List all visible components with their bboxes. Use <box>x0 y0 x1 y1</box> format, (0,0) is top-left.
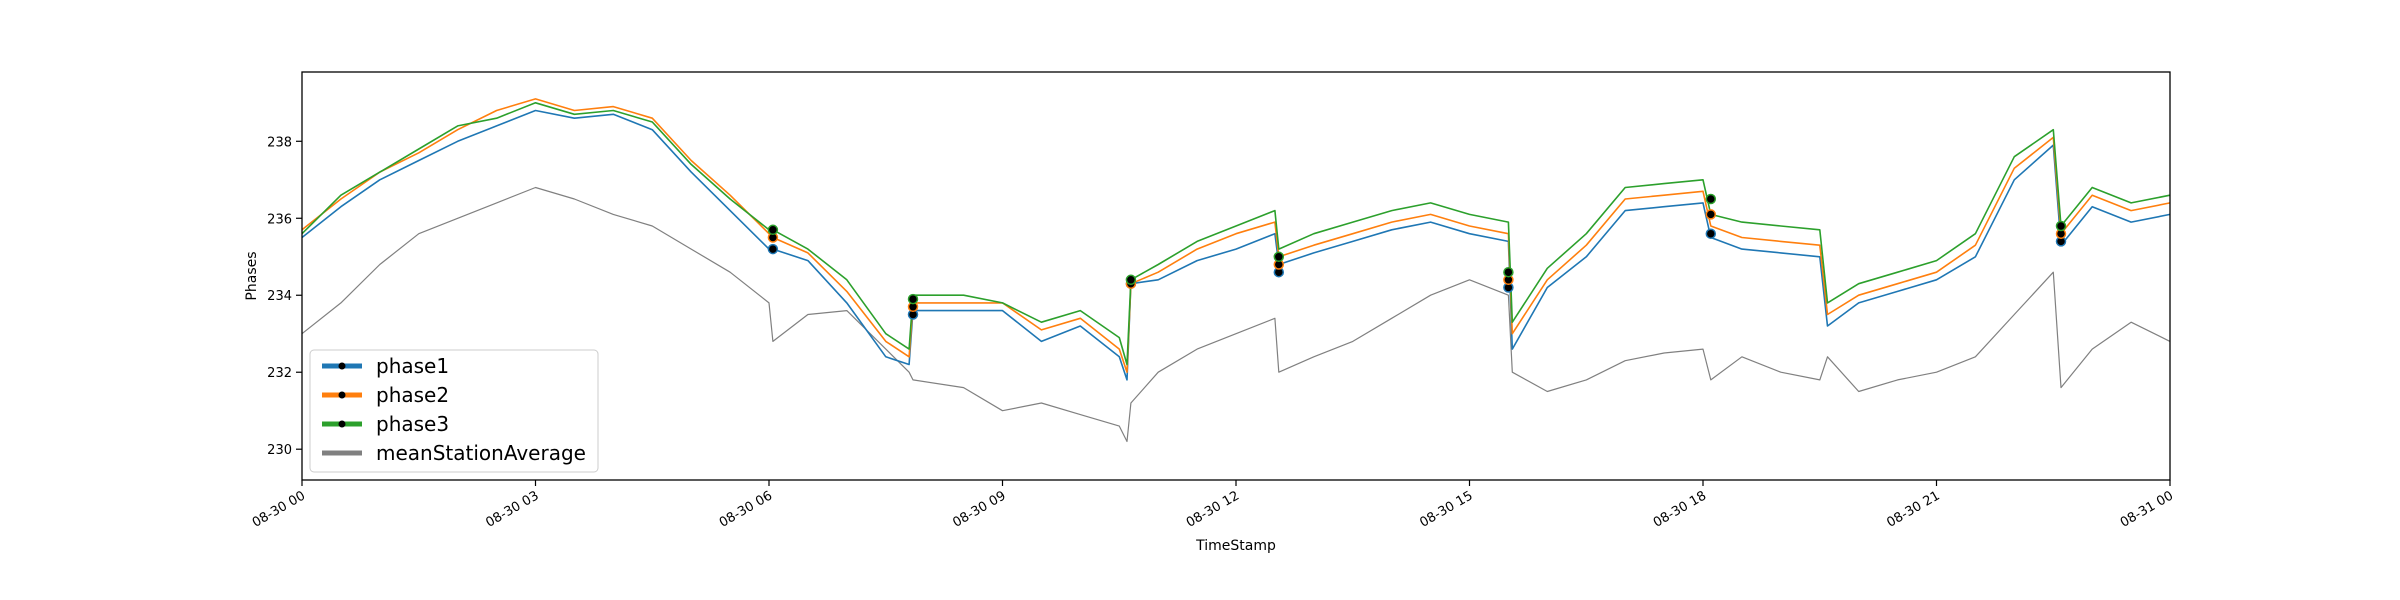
series-line-phase1 <box>301 109 2171 381</box>
step-marker-phase3-1 <box>907 293 919 305</box>
x-tick-label: 08-30 09 <box>950 488 1008 530</box>
x-tick-label: 08-31 00 <box>2118 488 2176 530</box>
legend: phase1 phase2 phase3 meanStationAverage <box>309 349 599 473</box>
x-tick-label: 08-30 00 <box>250 488 308 530</box>
x-tick-label: 08-30 12 <box>1184 488 1242 530</box>
series-layer <box>301 98 2171 443</box>
step-marker-phase2-5 <box>1705 209 1717 220</box>
step-marker-phase3-2 <box>1125 274 1137 286</box>
step-marker-phase3-6 <box>2055 220 2067 232</box>
step-marker-phase3-0 <box>767 224 779 236</box>
legend-label-phase3: phase3 <box>376 412 449 436</box>
y-tick-label: 236 <box>267 212 292 227</box>
series-line-phase2 <box>301 98 2171 374</box>
step-marker-phase3-3 <box>1273 251 1285 263</box>
series-line-phase3 <box>301 102 2171 366</box>
legend-label-meanStationAverage: meanStationAverage <box>376 441 586 465</box>
legend-label-phase1: phase1 <box>376 354 449 378</box>
y-axis: 230 232 234 236 238 <box>267 135 302 458</box>
y-axis-label: Phases <box>244 251 260 300</box>
y-tick-label: 234 <box>267 289 292 304</box>
legend-label-phase2: phase2 <box>376 383 449 407</box>
step-markers <box>767 193 2067 320</box>
y-tick-label: 232 <box>267 366 292 381</box>
y-tick-label: 230 <box>267 443 292 458</box>
step-marker-phase3-4 <box>1503 266 1514 278</box>
x-tick-label: 08-30 03 <box>483 488 541 530</box>
x-axis-label: TimeStamp <box>1195 538 1276 554</box>
step-marker-phase1-5 <box>1705 228 1717 239</box>
x-tick-label: 08-30 21 <box>1884 488 1942 530</box>
x-tick-label: 08-30 06 <box>717 488 775 530</box>
y-tick-label: 238 <box>267 135 292 150</box>
legend-box <box>309 349 599 473</box>
step-marker-phase3-5 <box>1705 193 1717 205</box>
step-marker-phase1-0 <box>767 243 779 255</box>
legend-marker-phase1 <box>338 362 346 370</box>
legend-marker-phase2 <box>338 391 346 399</box>
x-axis: 08-30 00 08-30 03 08-30 06 08-30 09 08-30 12… <box>250 480 2176 531</box>
series-line-meanStationAverage <box>301 186 2171 443</box>
x-tick-label: 08-30 15 <box>1417 488 1475 530</box>
legend-marker-phase3 <box>338 420 346 428</box>
x-tick-label: 08-30 18 <box>1651 488 1709 530</box>
